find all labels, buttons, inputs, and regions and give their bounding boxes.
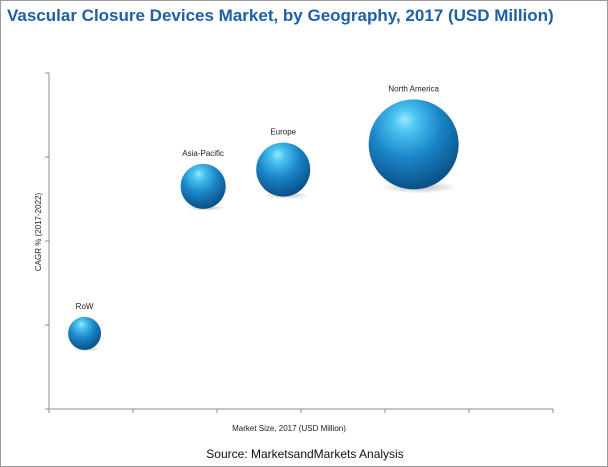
chart-title: Vascular Closure Devices Market, by Geog… bbox=[7, 6, 554, 25]
bubble-labels: RoW Asia-Pacific Europe North America bbox=[76, 84, 440, 311]
bubble-label: Europe bbox=[270, 128, 296, 137]
bubble-series bbox=[68, 99, 459, 352]
bubble bbox=[68, 316, 102, 350]
bubble bbox=[180, 163, 226, 209]
bubble bbox=[256, 142, 311, 197]
y-axis-ticks bbox=[45, 72, 49, 410]
x-axis-label: Market Size, 2017 (USD Million) bbox=[232, 424, 346, 433]
x-axis-ticks bbox=[48, 409, 554, 413]
bubble-label: Asia-Pacific bbox=[182, 149, 224, 158]
y-axis-label: CAGR % (2017-2022) bbox=[34, 193, 43, 272]
bubble-label: North America bbox=[388, 84, 439, 93]
bubble-label: RoW bbox=[76, 302, 94, 311]
source-note: Source: MarketsandMarkets Analysis bbox=[206, 447, 404, 461]
bubble bbox=[368, 99, 459, 190]
